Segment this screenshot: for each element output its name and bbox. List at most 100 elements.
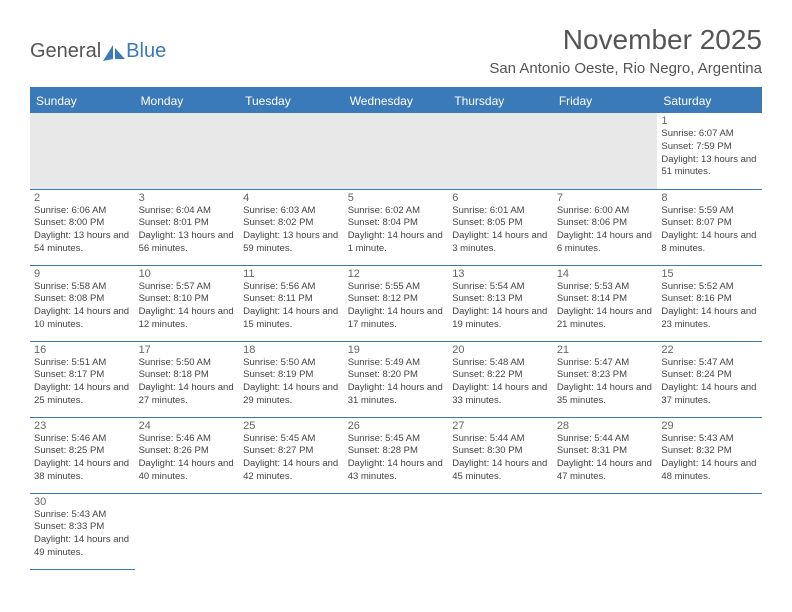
- calendar-cell: 17Sunrise: 5:50 AMSunset: 8:18 PMDayligh…: [135, 341, 240, 417]
- brand-part1: General: [30, 40, 101, 63]
- day-header: Sunday: [30, 88, 135, 113]
- calendar-cell: 21Sunrise: 5:47 AMSunset: 8:23 PMDayligh…: [553, 341, 658, 417]
- day-info: Sunrise: 5:53 AMSunset: 8:14 PMDaylight:…: [557, 281, 654, 332]
- calendar-cell: [553, 113, 658, 189]
- calendar-cell: 3Sunrise: 6:04 AMSunset: 8:01 PMDaylight…: [135, 189, 240, 265]
- calendar-cell: 15Sunrise: 5:52 AMSunset: 8:16 PMDayligh…: [657, 265, 762, 341]
- day-info: Sunrise: 5:56 AMSunset: 8:11 PMDaylight:…: [243, 281, 340, 332]
- day-number: 20: [452, 344, 549, 356]
- calendar-week: 2Sunrise: 6:06 AMSunset: 8:00 PMDaylight…: [30, 189, 762, 265]
- day-number: 14: [557, 268, 654, 280]
- day-number: 27: [452, 420, 549, 432]
- day-header: Thursday: [448, 88, 553, 113]
- day-number: 1: [661, 115, 758, 127]
- day-header: Saturday: [657, 88, 762, 113]
- brand-part2: Blue: [126, 40, 166, 63]
- day-info: Sunrise: 5:44 AMSunset: 8:30 PMDaylight:…: [452, 433, 549, 484]
- calendar-body: 1Sunrise: 6:07 AMSunset: 7:59 PMDaylight…: [30, 113, 762, 569]
- day-number: 29: [661, 420, 758, 432]
- day-info: Sunrise: 5:54 AMSunset: 8:13 PMDaylight:…: [452, 281, 549, 332]
- day-header: Tuesday: [239, 88, 344, 113]
- calendar-cell: 19Sunrise: 5:49 AMSunset: 8:20 PMDayligh…: [344, 341, 449, 417]
- calendar-cell: 18Sunrise: 5:50 AMSunset: 8:19 PMDayligh…: [239, 341, 344, 417]
- calendar-cell: 9Sunrise: 5:58 AMSunset: 8:08 PMDaylight…: [30, 265, 135, 341]
- calendar-cell: 27Sunrise: 5:44 AMSunset: 8:30 PMDayligh…: [448, 417, 553, 493]
- calendar-week: 30Sunrise: 5:43 AMSunset: 8:33 PMDayligh…: [30, 493, 762, 569]
- location-text: San Antonio Oeste, Rio Negro, Argentina: [489, 60, 762, 77]
- calendar-cell: [239, 113, 344, 189]
- day-info: Sunrise: 6:02 AMSunset: 8:04 PMDaylight:…: [348, 205, 445, 256]
- calendar-cell: 20Sunrise: 5:48 AMSunset: 8:22 PMDayligh…: [448, 341, 553, 417]
- day-header: Wednesday: [344, 88, 449, 113]
- day-number: 9: [34, 268, 131, 280]
- day-number: 28: [557, 420, 654, 432]
- document-header: General Blue November 2025 San Antonio Oe…: [30, 24, 762, 77]
- calendar-cell: [239, 493, 344, 569]
- day-number: 16: [34, 344, 131, 356]
- day-number: 30: [34, 496, 131, 508]
- day-info: Sunrise: 5:47 AMSunset: 8:23 PMDaylight:…: [557, 357, 654, 408]
- calendar-cell: 1Sunrise: 6:07 AMSunset: 7:59 PMDaylight…: [657, 113, 762, 189]
- calendar-cell: [344, 113, 449, 189]
- day-info: Sunrise: 5:44 AMSunset: 8:31 PMDaylight:…: [557, 433, 654, 484]
- day-info: Sunrise: 5:46 AMSunset: 8:25 PMDaylight:…: [34, 433, 131, 484]
- day-info: Sunrise: 5:45 AMSunset: 8:27 PMDaylight:…: [243, 433, 340, 484]
- calendar-cell: 30Sunrise: 5:43 AMSunset: 8:33 PMDayligh…: [30, 493, 135, 569]
- day-header-row: SundayMondayTuesdayWednesdayThursdayFrid…: [30, 88, 762, 113]
- month-title: November 2025: [489, 24, 762, 56]
- day-number: 2: [34, 192, 131, 204]
- calendar-week: 1Sunrise: 6:07 AMSunset: 7:59 PMDaylight…: [30, 113, 762, 189]
- calendar-cell: 8Sunrise: 5:59 AMSunset: 8:07 PMDaylight…: [657, 189, 762, 265]
- calendar-week: 23Sunrise: 5:46 AMSunset: 8:25 PMDayligh…: [30, 417, 762, 493]
- brand-logo: General Blue: [30, 40, 166, 63]
- calendar-cell: [135, 493, 240, 569]
- calendar-cell: [657, 493, 762, 569]
- calendar-cell: [344, 493, 449, 569]
- calendar-cell: 23Sunrise: 5:46 AMSunset: 8:25 PMDayligh…: [30, 417, 135, 493]
- day-info: Sunrise: 5:55 AMSunset: 8:12 PMDaylight:…: [348, 281, 445, 332]
- day-header: Monday: [135, 88, 240, 113]
- calendar-cell: 7Sunrise: 6:00 AMSunset: 8:06 PMDaylight…: [553, 189, 658, 265]
- day-number: 11: [243, 268, 340, 280]
- day-info: Sunrise: 6:04 AMSunset: 8:01 PMDaylight:…: [139, 205, 236, 256]
- day-info: Sunrise: 6:00 AMSunset: 8:06 PMDaylight:…: [557, 205, 654, 256]
- day-info: Sunrise: 6:06 AMSunset: 8:00 PMDaylight:…: [34, 205, 131, 256]
- day-number: 5: [348, 192, 445, 204]
- day-number: 23: [34, 420, 131, 432]
- calendar-week: 16Sunrise: 5:51 AMSunset: 8:17 PMDayligh…: [30, 341, 762, 417]
- day-number: 7: [557, 192, 654, 204]
- day-number: 15: [661, 268, 758, 280]
- day-number: 18: [243, 344, 340, 356]
- calendar-cell: [30, 113, 135, 189]
- calendar-week: 9Sunrise: 5:58 AMSunset: 8:08 PMDaylight…: [30, 265, 762, 341]
- calendar-cell: 4Sunrise: 6:03 AMSunset: 8:02 PMDaylight…: [239, 189, 344, 265]
- calendar-cell: 6Sunrise: 6:01 AMSunset: 8:05 PMDaylight…: [448, 189, 553, 265]
- calendar-cell: 2Sunrise: 6:06 AMSunset: 8:00 PMDaylight…: [30, 189, 135, 265]
- day-info: Sunrise: 5:50 AMSunset: 8:18 PMDaylight:…: [139, 357, 236, 408]
- day-info: Sunrise: 5:43 AMSunset: 8:33 PMDaylight:…: [34, 509, 131, 560]
- calendar-cell: [448, 493, 553, 569]
- day-number: 3: [139, 192, 236, 204]
- calendar-cell: 28Sunrise: 5:44 AMSunset: 8:31 PMDayligh…: [553, 417, 658, 493]
- day-header: Friday: [553, 88, 658, 113]
- day-number: 6: [452, 192, 549, 204]
- day-info: Sunrise: 5:46 AMSunset: 8:26 PMDaylight:…: [139, 433, 236, 484]
- day-info: Sunrise: 5:48 AMSunset: 8:22 PMDaylight:…: [452, 357, 549, 408]
- day-info: Sunrise: 6:01 AMSunset: 8:05 PMDaylight:…: [452, 205, 549, 256]
- day-number: 21: [557, 344, 654, 356]
- calendar-cell: 10Sunrise: 5:57 AMSunset: 8:10 PMDayligh…: [135, 265, 240, 341]
- calendar-cell: 24Sunrise: 5:46 AMSunset: 8:26 PMDayligh…: [135, 417, 240, 493]
- calendar-cell: [448, 113, 553, 189]
- calendar-cell: 29Sunrise: 5:43 AMSunset: 8:32 PMDayligh…: [657, 417, 762, 493]
- day-info: Sunrise: 5:43 AMSunset: 8:32 PMDaylight:…: [661, 433, 758, 484]
- title-block: November 2025 San Antonio Oeste, Rio Neg…: [489, 24, 762, 77]
- day-number: 17: [139, 344, 236, 356]
- calendar-table: SundayMondayTuesdayWednesdayThursdayFrid…: [30, 87, 762, 570]
- calendar-cell: 22Sunrise: 5:47 AMSunset: 8:24 PMDayligh…: [657, 341, 762, 417]
- day-number: 13: [452, 268, 549, 280]
- day-number: 8: [661, 192, 758, 204]
- day-number: 24: [139, 420, 236, 432]
- day-info: Sunrise: 5:51 AMSunset: 8:17 PMDaylight:…: [34, 357, 131, 408]
- calendar-cell: 12Sunrise: 5:55 AMSunset: 8:12 PMDayligh…: [344, 265, 449, 341]
- day-info: Sunrise: 5:52 AMSunset: 8:16 PMDaylight:…: [661, 281, 758, 332]
